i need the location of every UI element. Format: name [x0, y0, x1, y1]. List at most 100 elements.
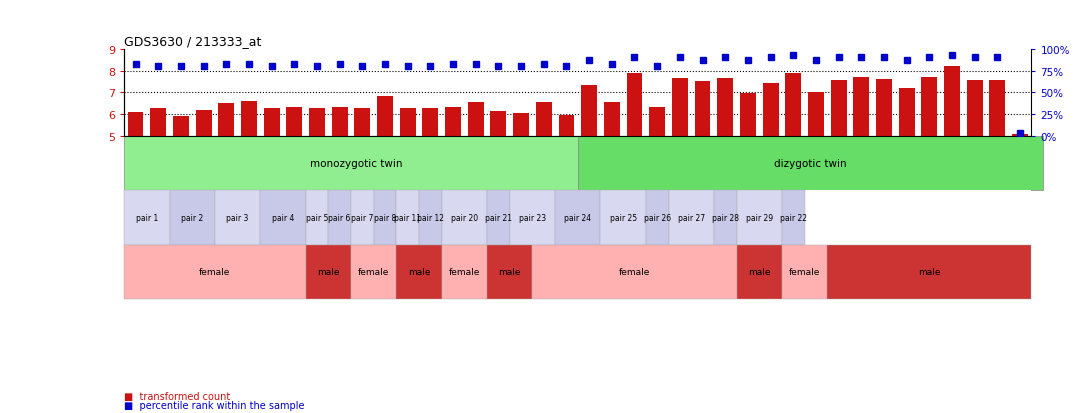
- Bar: [694, 82, 711, 137]
- Text: pair 27: pair 27: [677, 214, 705, 222]
- Bar: [714, 191, 737, 245]
- Bar: [419, 191, 442, 245]
- Bar: [328, 191, 351, 245]
- Bar: [150, 109, 166, 137]
- Bar: [124, 191, 170, 245]
- Text: pair 2: pair 2: [181, 214, 203, 222]
- Bar: [445, 107, 461, 137]
- Text: pair 22: pair 22: [780, 214, 807, 222]
- Text: pair 20: pair 20: [450, 214, 478, 222]
- Bar: [672, 79, 688, 137]
- Bar: [442, 191, 487, 245]
- Text: pair 23: pair 23: [518, 214, 546, 222]
- Bar: [490, 112, 507, 137]
- Bar: [899, 89, 915, 137]
- Bar: [785, 74, 801, 137]
- Bar: [173, 117, 189, 137]
- Bar: [510, 191, 555, 245]
- Bar: [782, 191, 805, 245]
- Bar: [944, 67, 960, 137]
- Bar: [127, 113, 144, 137]
- Text: male: male: [499, 268, 521, 276]
- Text: male: male: [918, 268, 941, 276]
- Text: pair 24: pair 24: [564, 214, 592, 222]
- Bar: [218, 104, 234, 137]
- Bar: [626, 74, 643, 137]
- Bar: [422, 109, 438, 137]
- Bar: [374, 191, 396, 245]
- Bar: [306, 245, 351, 299]
- Text: pair 5: pair 5: [306, 214, 328, 222]
- Bar: [827, 245, 1031, 299]
- Text: female: female: [357, 268, 390, 276]
- Bar: [536, 103, 552, 137]
- Text: male: male: [748, 268, 770, 276]
- Bar: [309, 109, 325, 137]
- Bar: [487, 191, 510, 245]
- Bar: [351, 245, 396, 299]
- Bar: [306, 191, 328, 245]
- Text: female: female: [788, 268, 821, 276]
- Bar: [578, 137, 1042, 191]
- Bar: [260, 191, 306, 245]
- Bar: [831, 81, 847, 137]
- Bar: [649, 107, 665, 137]
- Bar: [264, 109, 280, 137]
- Bar: [442, 245, 487, 299]
- Bar: [513, 114, 529, 137]
- Text: pair 11: pair 11: [394, 214, 421, 222]
- Bar: [876, 80, 892, 137]
- Bar: [558, 116, 575, 137]
- Bar: [604, 103, 620, 137]
- Bar: [1012, 135, 1028, 137]
- Text: female: female: [199, 268, 231, 276]
- Bar: [377, 97, 393, 137]
- Bar: [124, 137, 578, 191]
- Text: pair 21: pair 21: [485, 214, 512, 222]
- Bar: [740, 94, 756, 137]
- Text: pair 4: pair 4: [272, 214, 294, 222]
- Bar: [853, 78, 869, 137]
- Text: monozygotic twin: monozygotic twin: [310, 159, 403, 169]
- Bar: [737, 245, 782, 299]
- Bar: [737, 191, 782, 245]
- Text: pair 1: pair 1: [136, 214, 158, 222]
- Bar: [967, 81, 983, 137]
- Text: ■  transformed count: ■ transformed count: [124, 391, 230, 401]
- Bar: [332, 107, 348, 137]
- Text: pair 26: pair 26: [644, 214, 671, 222]
- Bar: [669, 191, 714, 245]
- Text: pair 6: pair 6: [328, 214, 351, 222]
- Bar: [532, 245, 737, 299]
- Bar: [762, 83, 779, 137]
- Text: male: male: [318, 268, 339, 276]
- Bar: [286, 107, 302, 137]
- Bar: [921, 78, 937, 137]
- Text: pair 25: pair 25: [609, 214, 637, 222]
- Bar: [600, 191, 646, 245]
- Text: pair 29: pair 29: [745, 214, 773, 222]
- Bar: [989, 81, 1005, 137]
- Bar: [581, 85, 597, 137]
- Text: dizygotic twin: dizygotic twin: [774, 159, 847, 169]
- Text: female: female: [619, 268, 650, 276]
- Bar: [555, 191, 600, 245]
- Bar: [124, 245, 306, 299]
- Bar: [241, 102, 257, 137]
- Text: pair 12: pair 12: [417, 214, 444, 222]
- Bar: [195, 111, 212, 137]
- Bar: [396, 245, 442, 299]
- Text: male: male: [408, 268, 430, 276]
- Bar: [170, 191, 215, 245]
- Bar: [215, 191, 260, 245]
- Text: pair 7: pair 7: [351, 214, 374, 222]
- Text: pair 3: pair 3: [227, 214, 248, 222]
- Text: GDS3630 / 213333_at: GDS3630 / 213333_at: [124, 36, 261, 48]
- Bar: [717, 79, 733, 137]
- Bar: [396, 191, 419, 245]
- Text: female: female: [448, 268, 481, 276]
- Bar: [400, 109, 416, 137]
- Text: pair 8: pair 8: [374, 214, 396, 222]
- Bar: [468, 103, 484, 137]
- Bar: [808, 93, 824, 137]
